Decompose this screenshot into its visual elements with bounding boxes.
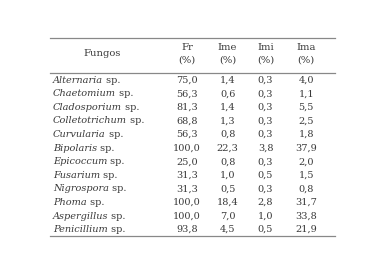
Text: 56,3: 56,3 [176, 89, 198, 98]
Text: Bipolaris: Bipolaris [53, 144, 97, 153]
Text: sp.: sp. [108, 211, 126, 221]
Text: 31,3: 31,3 [176, 171, 198, 180]
Text: Imi: Imi [257, 43, 274, 52]
Text: sp.: sp. [107, 157, 125, 166]
Text: (%): (%) [178, 55, 196, 65]
Text: 100,0: 100,0 [173, 144, 201, 153]
Text: sp.: sp. [109, 184, 126, 193]
Text: sp.: sp. [116, 89, 133, 98]
Text: Fusarium: Fusarium [53, 171, 100, 180]
Text: 22,3: 22,3 [217, 144, 239, 153]
Text: 93,8: 93,8 [176, 225, 198, 234]
Text: sp.: sp. [106, 130, 123, 139]
Text: sp.: sp. [127, 117, 144, 125]
Text: sp.: sp. [86, 198, 104, 207]
Text: sp.: sp. [103, 76, 120, 85]
Text: sp.: sp. [97, 144, 114, 153]
Text: Epicoccum: Epicoccum [53, 157, 107, 166]
Text: 1,3: 1,3 [220, 117, 235, 125]
Text: 56,3: 56,3 [176, 130, 198, 139]
Text: 4,0: 4,0 [299, 76, 314, 85]
Text: 5,5: 5,5 [299, 103, 314, 112]
Text: 1,0: 1,0 [220, 171, 235, 180]
Text: 37,9: 37,9 [296, 144, 317, 153]
Text: 0,3: 0,3 [258, 103, 273, 112]
Text: 0,3: 0,3 [258, 130, 273, 139]
Text: 68,8: 68,8 [176, 117, 198, 125]
Text: 100,0: 100,0 [173, 198, 201, 207]
Text: 33,8: 33,8 [296, 211, 317, 221]
Text: 3,8: 3,8 [258, 144, 273, 153]
Text: 1,5: 1,5 [299, 171, 314, 180]
Text: Phoma: Phoma [53, 198, 86, 207]
Text: sp.: sp. [108, 225, 125, 234]
Text: (%): (%) [219, 55, 236, 65]
Text: Penicillium: Penicillium [53, 225, 108, 234]
Text: 21,9: 21,9 [296, 225, 317, 234]
Text: 7,0: 7,0 [220, 211, 235, 221]
Text: 75,0: 75,0 [176, 76, 198, 85]
Text: Ima: Ima [297, 43, 316, 52]
Text: 0,8: 0,8 [220, 130, 235, 139]
Text: 0,8: 0,8 [299, 184, 314, 193]
Text: 2,5: 2,5 [299, 117, 314, 125]
Text: 18,4: 18,4 [217, 198, 238, 207]
Text: 31,3: 31,3 [176, 184, 198, 193]
Text: Aspergillus: Aspergillus [53, 211, 108, 221]
Text: 0,3: 0,3 [258, 89, 273, 98]
Text: 0,5: 0,5 [220, 184, 235, 193]
Text: sp.: sp. [100, 171, 117, 180]
Text: 0,3: 0,3 [258, 117, 273, 125]
Text: 0,8: 0,8 [220, 157, 235, 166]
Text: 0,3: 0,3 [258, 76, 273, 85]
Text: Nigrospora: Nigrospora [53, 184, 109, 193]
Text: 1,8: 1,8 [299, 130, 314, 139]
Text: 1,4: 1,4 [220, 76, 235, 85]
Text: 0,3: 0,3 [258, 184, 273, 193]
Text: Cladosporium: Cladosporium [53, 103, 122, 112]
Text: 1,0: 1,0 [258, 211, 273, 221]
Text: 1,4: 1,4 [220, 103, 235, 112]
Text: 31,7: 31,7 [296, 198, 317, 207]
Text: Alternaria: Alternaria [53, 76, 103, 85]
Text: Fungos: Fungos [84, 49, 121, 58]
Text: Chaetomium: Chaetomium [53, 89, 116, 98]
Text: 0,3: 0,3 [258, 157, 273, 166]
Text: 1,1: 1,1 [299, 89, 314, 98]
Text: Fr: Fr [181, 43, 193, 52]
Text: 2,8: 2,8 [258, 198, 273, 207]
Text: (%): (%) [257, 55, 274, 65]
Text: 0,6: 0,6 [220, 89, 235, 98]
Text: 2,0: 2,0 [299, 157, 314, 166]
Text: sp.: sp. [122, 103, 139, 112]
Text: Ime: Ime [218, 43, 237, 52]
Text: 4,5: 4,5 [220, 225, 235, 234]
Text: Colletotrichum: Colletotrichum [53, 117, 127, 125]
Text: 81,3: 81,3 [176, 103, 198, 112]
Text: 25,0: 25,0 [176, 157, 198, 166]
Text: Curvularia: Curvularia [53, 130, 106, 139]
Text: 100,0: 100,0 [173, 211, 201, 221]
Text: (%): (%) [298, 55, 315, 65]
Text: 0,5: 0,5 [258, 171, 273, 180]
Text: 0,5: 0,5 [258, 225, 273, 234]
